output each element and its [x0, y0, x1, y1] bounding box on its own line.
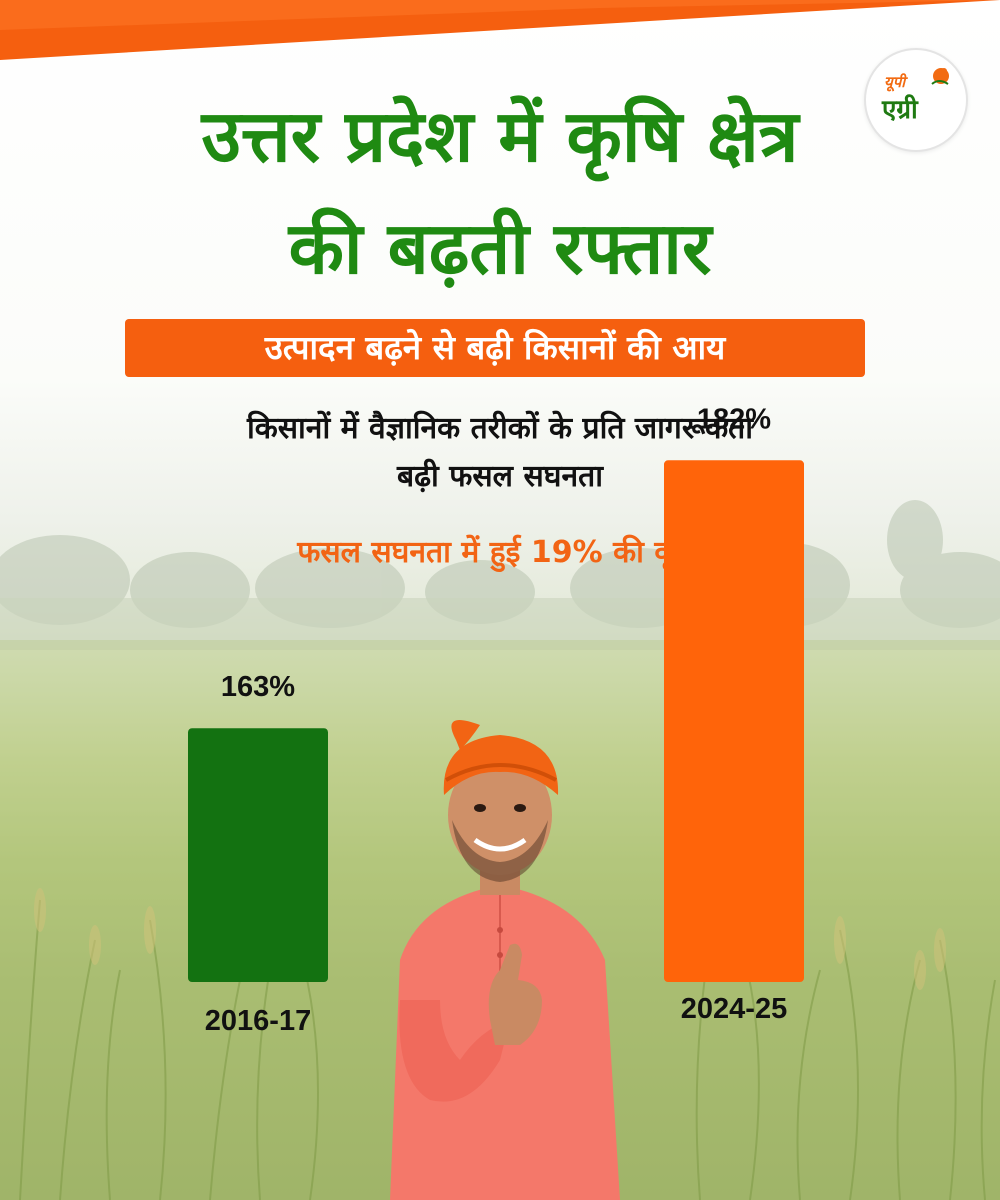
bar-2024-25: [664, 460, 804, 982]
subtitle-line-1: किसानों में वैज्ञानिक तरीकों के प्रति जा…: [246, 411, 754, 446]
logo-top-text: यूपी: [884, 73, 906, 91]
category-label-2024-25: 2024-25: [681, 993, 787, 1025]
logo-main-text: एग्री: [882, 95, 918, 125]
top-orange-stripe: [0, 0, 1000, 60]
bar-2016-17: [188, 728, 328, 982]
title-line-1: उत्तर प्रदेश में कृषि क्षेत्र: [201, 94, 799, 178]
subtitle: किसानों में वैज्ञानिक तरीकों के प्रति जा…: [100, 405, 900, 501]
category-label-2016-17: 2016-17: [205, 1005, 311, 1037]
brand-logo: यूपी एग्री: [864, 48, 968, 152]
page-title: उत्तर प्रदेश में कृषि क्षेत्र की बढ़ती र…: [90, 80, 910, 304]
title-line-2: की बढ़ती रफ्तार: [288, 206, 712, 290]
data-label-2024-25: 182%: [697, 403, 771, 435]
data-label-2016-17: 163%: [221, 671, 295, 703]
peacock-icon: [931, 68, 949, 85]
farmer-illustration: [390, 720, 620, 1200]
growth-note: फसल सघनता में हुई 19% की वृद्धि: [297, 535, 703, 570]
subtitle-line-2: बढ़ी फसल सघनता: [397, 459, 603, 494]
headline-banner: उत्पादन बढ़ने से बढ़ी किसानों की आय: [125, 319, 865, 377]
